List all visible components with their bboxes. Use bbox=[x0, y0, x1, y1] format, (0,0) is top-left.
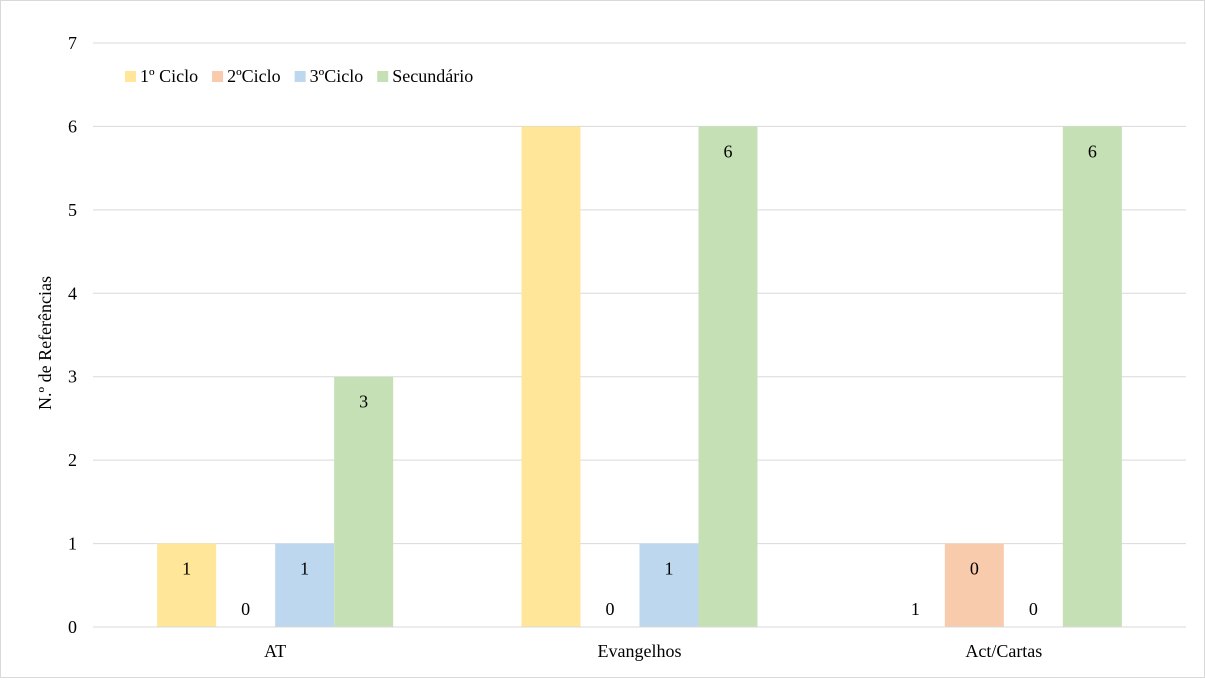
y-tick-label: 4 bbox=[68, 283, 77, 303]
legend-label: 2ºCiclo bbox=[227, 66, 281, 86]
data-label: 0 bbox=[970, 559, 979, 579]
bars bbox=[157, 126, 1122, 627]
legend: 1º Ciclo 2ºCiclo 3ºCiclo Secundário bbox=[125, 66, 473, 86]
data-labels: 1 0 1 3 0 1 6 1 0 0 6 bbox=[182, 141, 1097, 619]
data-label: 6 bbox=[1088, 141, 1097, 161]
data-label: 1 bbox=[665, 559, 674, 579]
bar bbox=[334, 376, 394, 627]
data-label: 1 bbox=[300, 559, 309, 579]
y-tick-label: 7 bbox=[68, 33, 77, 53]
y-tick-label: 3 bbox=[68, 367, 77, 387]
bar bbox=[157, 543, 217, 627]
bar bbox=[275, 543, 335, 627]
legend-swatch bbox=[212, 71, 224, 82]
y-tick-label: 6 bbox=[68, 116, 77, 136]
legend-label: 3ºCiclo bbox=[310, 66, 364, 86]
bar bbox=[944, 543, 1004, 627]
legend-label: 1º Ciclo bbox=[140, 66, 198, 86]
legend-swatch bbox=[294, 71, 306, 82]
data-label: 0 bbox=[241, 599, 250, 619]
legend-label: Secundário bbox=[392, 66, 473, 86]
data-label: 3 bbox=[359, 392, 368, 412]
x-tick-label: Act/Cartas bbox=[965, 641, 1042, 661]
y-tick-label: 5 bbox=[68, 200, 77, 220]
axes: 0 1 2 3 4 5 6 7 AT Evangelhos Act/Cartas bbox=[68, 33, 1186, 661]
legend-swatch bbox=[125, 71, 136, 82]
data-label: 0 bbox=[1029, 599, 1038, 619]
y-tick-label: 0 bbox=[68, 617, 77, 637]
bar bbox=[698, 126, 758, 627]
x-tick-label: Evangelhos bbox=[598, 641, 682, 661]
bar bbox=[521, 126, 581, 627]
data-label: 1 bbox=[182, 559, 191, 579]
legend-swatch bbox=[377, 71, 389, 82]
y-axis-title: N.º de Referências bbox=[35, 276, 55, 410]
y-tick-label: 2 bbox=[68, 450, 77, 470]
x-tick-label: AT bbox=[264, 641, 286, 661]
data-label: 1 bbox=[911, 599, 920, 619]
y-tick-label: 1 bbox=[68, 534, 77, 554]
grid-lines bbox=[93, 42, 1186, 628]
bar bbox=[1062, 126, 1122, 627]
data-label: 0 bbox=[606, 599, 615, 619]
data-label: 6 bbox=[724, 141, 733, 161]
bar bbox=[639, 543, 699, 627]
